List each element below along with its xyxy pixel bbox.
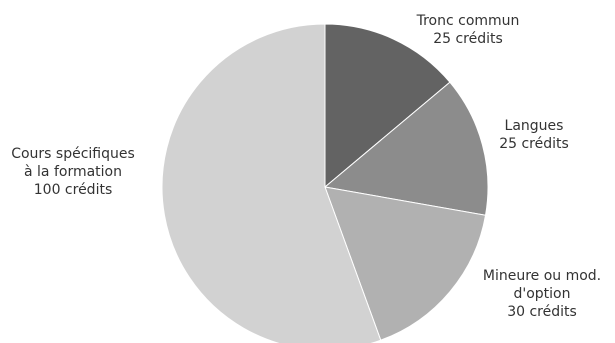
pie-labels: Tronc commun 25 crédits Langues 25 crédits M… xyxy=(11,13,601,320)
pie-label-4-line-2: à la formation xyxy=(24,164,122,180)
pie-slice-4 xyxy=(161,23,382,343)
pie-label-4: Cours spécifiques à la formation 100 crédi… xyxy=(11,146,135,198)
pie-label-3-line-2: d'option xyxy=(513,286,570,302)
pie-label-4-line-3: 100 crédits xyxy=(34,182,113,198)
pie-slice-1 xyxy=(324,23,451,189)
pie-label-2-line-2: 25 crédits xyxy=(499,136,569,152)
pie-label-4-line-1: Cours spécifiques xyxy=(11,146,135,162)
pie-label-3-line-1: Mineure ou mod. xyxy=(483,268,601,284)
pie-slice-3 xyxy=(324,186,487,341)
pie-label-2: Langues 25 crédits xyxy=(499,118,569,152)
pie-label-1-line-1: Tronc commun xyxy=(416,13,520,29)
pie-label-3-line-3: 30 crédits xyxy=(507,304,577,320)
pie-label-3: Mineure ou mod. d'option 30 crédits xyxy=(483,268,601,320)
pie-label-2-line-1: Langues xyxy=(505,118,564,134)
pie-slices xyxy=(161,23,489,343)
pie-label-1-line-2: 25 crédits xyxy=(433,31,503,47)
pie-slice-2 xyxy=(323,81,489,216)
pie-label-1: Tronc commun 25 crédits xyxy=(416,13,520,47)
